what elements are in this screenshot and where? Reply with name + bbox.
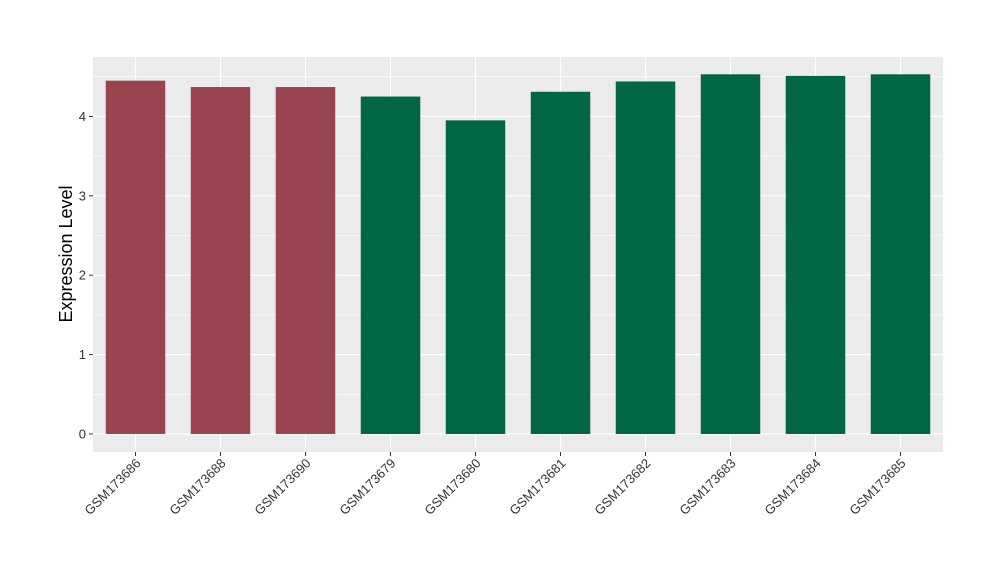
- bar-GSM173685: [870, 74, 931, 435]
- bar-GSM173690: [275, 87, 336, 434]
- x-axis: GSM173686 GSM173688 GSM173690 GSM173679 GSM1…: [81, 452, 909, 518]
- x-tick-label: GSM173690: [251, 456, 313, 518]
- y-tick-label: 0: [79, 427, 86, 442]
- bar-GSM173688: [190, 87, 251, 434]
- y-tick-label: 1: [79, 347, 86, 362]
- bar-GSM173682: [615, 81, 676, 435]
- y-tick-label: 4: [79, 109, 86, 124]
- x-tick-label: GSM173682: [591, 456, 653, 518]
- y-axis: 0 1 2 3 4: [79, 109, 93, 442]
- bar-GSM173686: [105, 80, 166, 435]
- y-tick-label: 3: [79, 188, 86, 203]
- x-tick-label: GSM173683: [676, 456, 738, 518]
- x-tick-label: GSM173685: [846, 456, 908, 518]
- bar-GSM173680: [445, 120, 506, 435]
- x-tick-label: GSM173684: [761, 456, 823, 518]
- x-tick-label: GSM173686: [81, 456, 143, 518]
- bar-GSM173679: [360, 96, 421, 435]
- bars: [105, 74, 931, 435]
- x-tick-label: GSM173680: [421, 456, 483, 518]
- x-tick-label: GSM173688: [166, 456, 228, 518]
- bar-GSM173684: [785, 75, 846, 434]
- x-tick-label: GSM173681: [506, 456, 568, 518]
- y-tick-label: 2: [79, 268, 86, 283]
- bar-GSM173681: [530, 91, 591, 434]
- bar-GSM173683: [700, 74, 761, 435]
- x-tick-label: GSM173679: [336, 456, 398, 518]
- y-axis-title: Expression Level: [56, 185, 76, 322]
